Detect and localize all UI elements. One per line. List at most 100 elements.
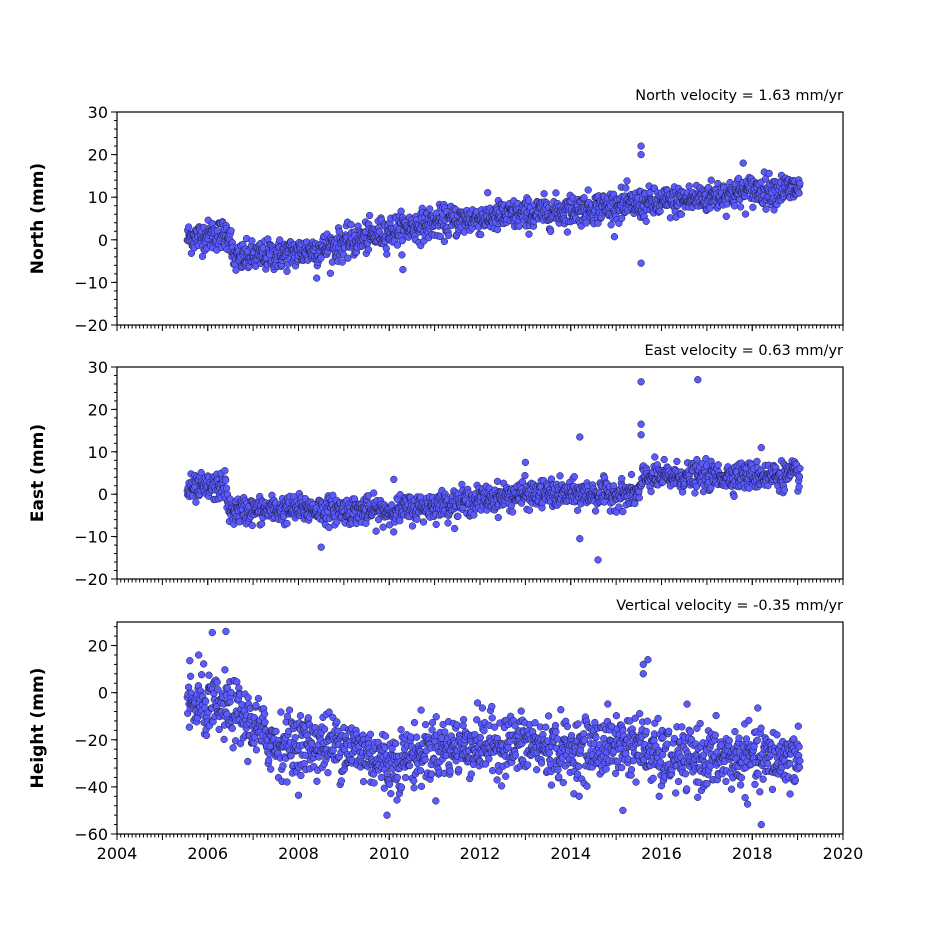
data-point [580,736,589,744]
y-tick-label: 20 [88,146,108,165]
data-point [277,708,285,716]
data-point [398,237,406,245]
data-point [795,483,803,491]
data-point [735,734,743,742]
data-point [591,507,600,515]
data-point [643,717,652,725]
data-point [250,739,258,747]
data-point [283,519,291,528]
data-point [366,730,375,738]
data-point [756,788,764,796]
data-point [484,189,492,197]
data-point [202,697,210,706]
data-point [494,513,502,522]
data-point [252,701,260,710]
data-point [397,726,405,734]
data-point [493,477,502,486]
data-point [372,527,380,535]
data-point [405,761,414,770]
data-point [540,190,548,198]
data-point [583,782,591,790]
data-point [408,522,417,530]
data-point [570,472,578,481]
data-point [557,706,565,714]
data-point [390,528,398,536]
data-point [221,666,229,674]
data-point [283,267,291,275]
data-point [660,455,668,464]
data-point [757,724,765,732]
data-point [711,731,719,739]
data-point [413,515,421,523]
data-point [317,254,325,262]
data-point [518,478,527,486]
y-tick-label: −10 [74,273,108,292]
data-points [183,142,804,282]
outlier-point [390,475,398,484]
data-point [706,204,714,212]
outlier-point [637,142,645,150]
data-point [524,761,532,769]
data-point [768,785,777,794]
outlier-point [521,458,530,467]
data-point [681,770,690,778]
data-point [410,777,418,785]
data-point [575,762,583,771]
data-point [432,797,440,805]
y-tick-label: 0 [98,231,108,250]
data-point [488,766,497,775]
data-point [185,723,194,731]
data-point [574,720,582,728]
data-point [488,702,496,711]
data-points [183,627,804,829]
data-point [796,464,804,473]
data-point [665,727,673,735]
data-point [545,749,554,757]
data-point [696,719,704,728]
outlier-point [399,265,407,274]
data-point [517,707,525,715]
data-point [419,518,428,526]
data-point [279,762,287,770]
data-point [421,755,429,764]
outlier-point [576,535,584,543]
data-point [477,230,485,239]
data-point [473,699,482,707]
data-point [547,781,556,789]
data-point [582,219,590,227]
data-point [428,718,437,727]
data-point [795,473,804,481]
data-point [393,773,402,782]
data-point [725,736,733,745]
data-point [677,210,686,218]
data-point [294,791,303,799]
data-point [392,739,400,748]
data-point [521,471,529,480]
data-point [276,236,284,244]
data-point [642,727,650,736]
data-point [623,177,631,185]
data-point [553,735,562,743]
data-point [607,221,615,229]
data-point [393,241,402,249]
data-point [745,716,753,725]
data-point [556,472,564,480]
data-point [476,733,484,742]
data-point [417,782,426,791]
data-point [335,227,343,236]
data-point [551,721,560,730]
y-tick-label: −10 [74,528,108,547]
outlier-point [739,159,747,167]
data-point [592,733,600,742]
y-tick-label: 10 [88,188,108,207]
data-point [619,507,627,516]
data-point [393,796,401,804]
data-point [636,709,644,718]
data-point [432,713,440,721]
data-point [444,519,452,527]
data-point [426,205,434,213]
data-point [743,800,752,808]
data-point [627,765,636,774]
data-point [467,770,475,778]
